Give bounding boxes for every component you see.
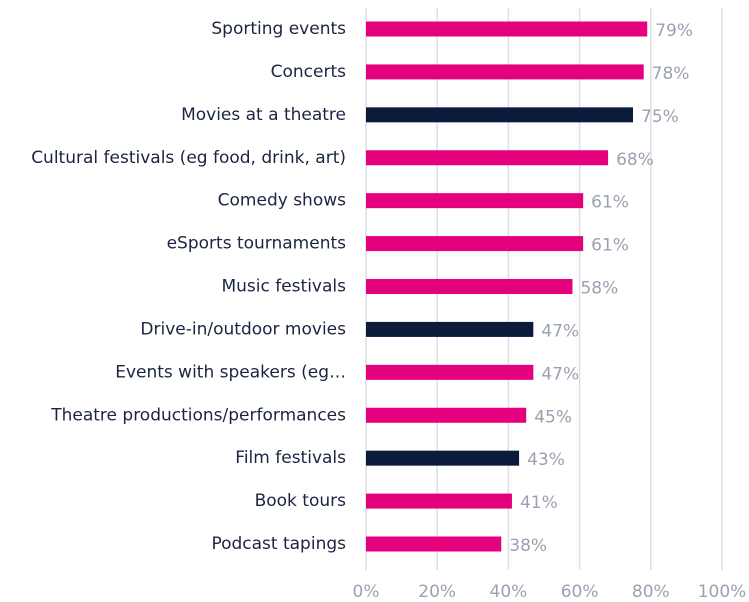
value-label: 79%: [655, 21, 693, 41]
value-label: 47%: [541, 364, 579, 384]
bar: [366, 107, 633, 123]
bar: [366, 321, 534, 337]
bar: [366, 450, 520, 466]
x-tick-label: 100%: [698, 582, 747, 602]
value-label: 75%: [641, 107, 679, 127]
value-label: 47%: [541, 321, 579, 341]
bar: [366, 364, 534, 380]
category-label: Film festivals: [235, 448, 346, 468]
value-label: 61%: [591, 193, 629, 213]
category-label: Drive-in/outdoor movies: [140, 319, 346, 339]
bar: [366, 236, 584, 252]
category-label: Concerts: [271, 62, 347, 82]
x-tick-label: 60%: [561, 582, 599, 602]
value-label: 61%: [591, 236, 629, 256]
category-label: Sporting events: [211, 19, 346, 39]
category-label: Movies at a theatre: [181, 105, 346, 125]
bar: [366, 193, 584, 209]
category-label: Book tours: [255, 491, 347, 511]
category-label: eSports tournaments: [167, 234, 347, 254]
bar: [366, 279, 573, 294]
value-label: 58%: [580, 279, 618, 299]
value-label: 41%: [520, 493, 558, 513]
category-label: Music festivals: [221, 277, 346, 297]
x-tick-label: 20%: [418, 582, 456, 602]
value-label: 38%: [509, 536, 547, 556]
category-label: Comedy shows: [218, 191, 346, 211]
x-tick-label: 40%: [490, 582, 528, 602]
bar: [366, 407, 527, 423]
bar: [366, 21, 648, 37]
category-label: Events with speakers (eg…: [115, 362, 346, 382]
category-label: Theatre productions/performances: [50, 405, 346, 425]
category-label: Cultural festivals (eg food, drink, art): [31, 148, 346, 168]
bar: [366, 536, 502, 552]
x-tick-label: 80%: [632, 582, 670, 602]
value-label: 68%: [616, 150, 654, 170]
category-label: Podcast tapings: [211, 534, 346, 554]
value-label: 43%: [527, 450, 565, 470]
x-tick-label: 0%: [353, 582, 380, 602]
value-label: 45%: [534, 407, 572, 427]
value-label: 78%: [652, 64, 690, 84]
bar: [366, 150, 609, 166]
bar: [366, 493, 512, 509]
bar: [366, 64, 644, 80]
